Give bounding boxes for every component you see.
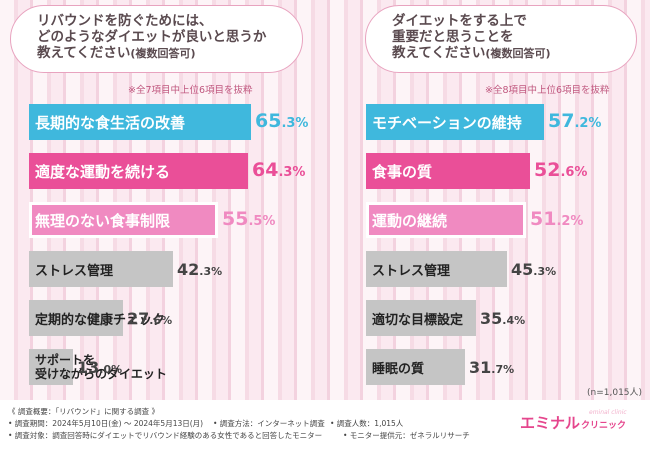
right-bar-value-3: 51.2% [530,208,584,230]
footer-target: • 調査対象：調査回答時にダイエットでリバウンド経験のある女性であると回答したモ… [8,431,323,440]
left-bar-label-1: 長期的な食生活の改善 [35,113,186,132]
right-bar-value-5: 35.4% [480,309,526,328]
logo-sub: クリニック [581,421,627,431]
right-bar-6: 睡眠の質 [366,349,465,385]
left-question-multi: (複数回答可) [130,47,196,60]
left-bar-value-6: 13.0% [77,358,123,377]
right-bar-label-4: ストレス管理 [372,263,451,279]
sample-size: (n=1,015人) [587,388,643,398]
right-bar-2: 食事の質 [366,153,530,189]
left-bar-label-4: ストレス管理 [35,263,114,279]
right-question-line2: 重要だと思うことを [392,29,514,45]
right-question-multi: (複数回答可) [485,47,551,60]
right-note: ※全8項目中上位6項目を抜粋 [485,85,610,96]
right-bar-label-3: 運動の継続 [372,211,448,230]
left-note: ※全7項目中上位6項目を抜粋 [128,85,253,96]
right-bar-1: モチベーションの維持 [366,104,544,140]
left-bar-value-1: 65.3% [255,110,309,132]
footer-count: • 調査人数：1,015人 [330,419,404,428]
logo-tagline: eminal clinic [589,409,627,416]
left-bar-1: 長期的な食生活の改善 [29,104,251,140]
right-bar-value-1: 57.2% [548,110,602,132]
left-bar-6: サポートを 受けながらのダイエット [29,349,167,385]
left-question-line2: どのようなダイエットが良いと思うか [37,29,267,45]
left-question-line3: 教えてください [37,45,131,61]
left-bar-label-3: 無理のない食事制限 [35,211,171,230]
right-question-line1: ダイエットをする上で [392,13,527,29]
survey-footer: 《 調査概要：「リバウンド」に関する調査 》 • 調査期間：2024年5月10日… [0,400,650,450]
left-bar-value-5: 27.6% [127,309,173,328]
eminal-clinic-logo: エミナルクリニック [520,412,626,433]
left-bar-label-2: 適度な運動を続ける [35,162,171,181]
left-bar-label-6: サポートを 受けながらのダイエット [35,353,167,381]
left-question-line1: リバウンドを防ぐためには、 [37,13,213,29]
right-question-bubble: ダイエットをする上で 重要だと思うことを 教えてください(複数回答可) [365,5,637,73]
right-bar-3: 運動の継続 [366,202,526,238]
footer-provider: • モニター提供元：ゼネラルリサーチ [343,431,470,440]
right-bar-label-6: 睡眠の質 [372,361,425,377]
right-bar-label-1: モチベーションの維持 [372,113,522,132]
left-bar-2: 適度な運動を続ける [29,153,248,189]
right-bar-label-5: 適切な目標設定 [372,312,464,328]
left-bar-value-3: 55.5% [222,208,276,230]
left-bar-5: 定期的な健康チェック [29,300,165,336]
left-bar-label-5: 定期的な健康チェック [35,312,166,328]
footer-method: • 調査方法：インターネット調査 [213,419,325,428]
right-bar-value-6: 31.7% [469,358,515,377]
footer-period: • 調査期間：2024年5月10日(金) ～ 2024年5月13日(月) [8,419,204,428]
logo-main: エミナル [520,414,581,432]
left-bar-4: ストレス管理 [29,251,173,287]
right-bar-4: ストレス管理 [366,251,507,287]
left-bar-value-2: 64.3% [252,159,306,181]
left-bar-3: 無理のない食事制限 [29,202,218,238]
left-bar-value-4: 42.3% [177,260,223,279]
right-question-line3: 教えてください [392,45,486,61]
right-bar-value-4: 45.3% [511,260,557,279]
footer-summary: 《 調査概要：「リバウンド」に関する調査 》 [8,407,160,416]
right-bar-5: 適切な目標設定 [366,300,476,336]
right-bar-label-2: 食事の質 [372,162,433,181]
right-bar-value-2: 52.6% [534,159,588,181]
left-question-bubble: リバウンドを防ぐためには、 どのようなダイエットが良いと思うか 教えてください(… [10,5,303,73]
